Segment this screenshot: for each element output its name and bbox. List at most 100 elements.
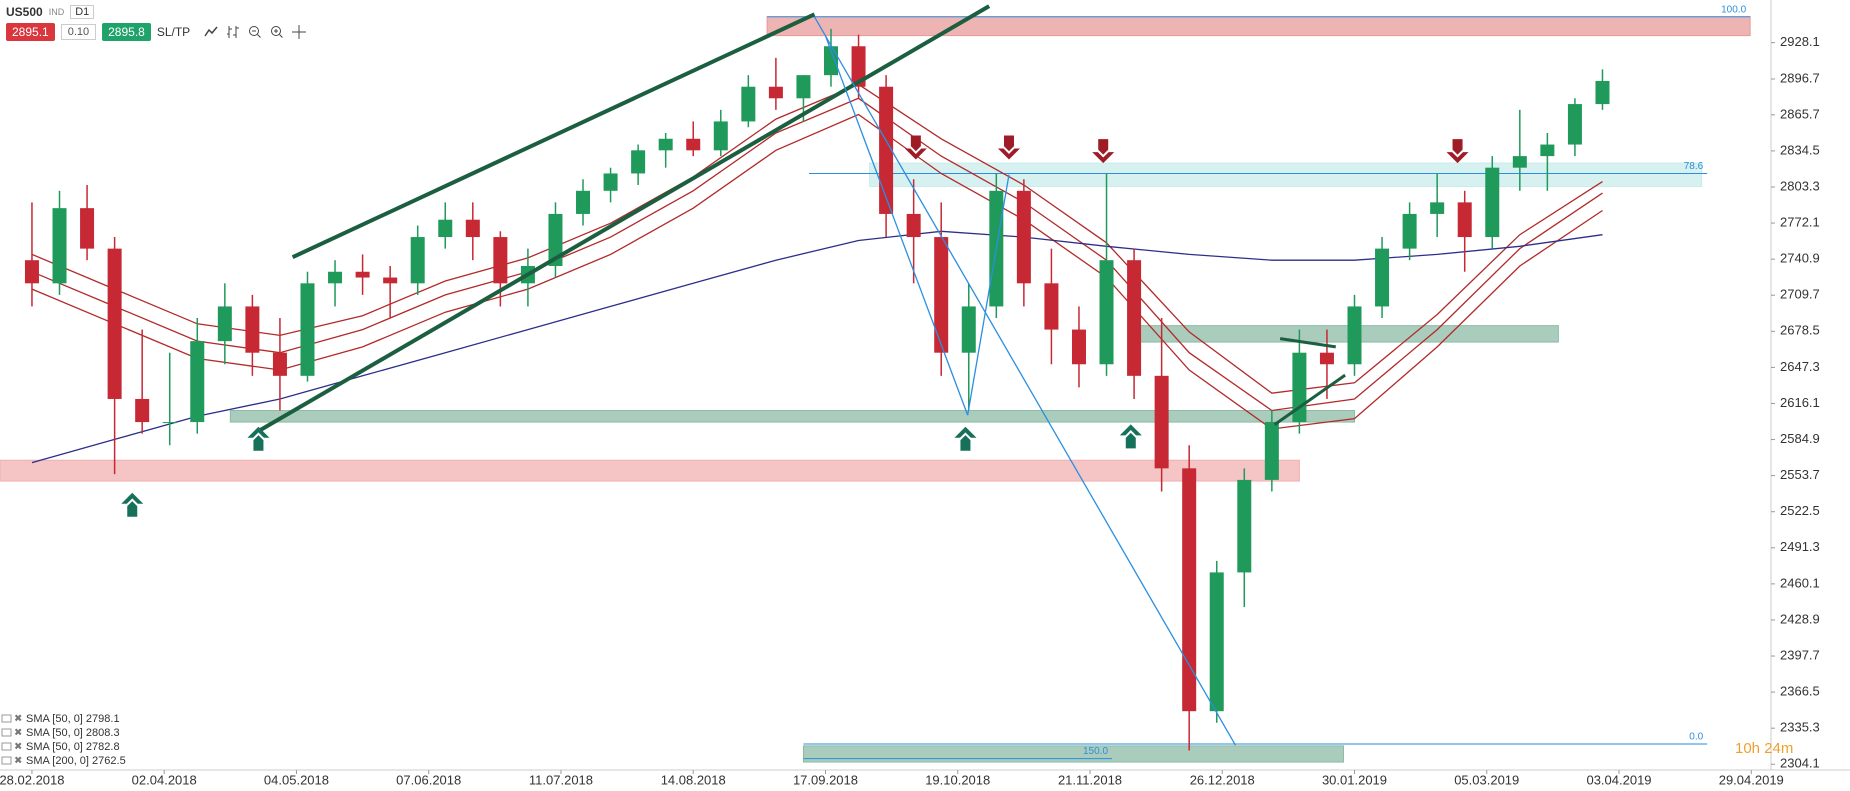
candle-body bbox=[961, 306, 976, 353]
candle-body bbox=[465, 219, 480, 238]
candle-body bbox=[934, 237, 949, 353]
ma-line bbox=[31, 230, 1603, 464]
x-tick-label: 02.04.2018 bbox=[132, 772, 197, 787]
candle-body bbox=[190, 341, 205, 423]
interval[interactable]: D1 bbox=[70, 5, 95, 19]
legend-icon bbox=[1, 714, 12, 723]
signal-up bbox=[1119, 424, 1142, 449]
fib-label: 100.0 bbox=[1721, 4, 1746, 15]
market: IND bbox=[48, 7, 65, 17]
trendline bbox=[1279, 337, 1336, 349]
candle-body bbox=[576, 190, 591, 214]
y-tick-label: 2834.5 bbox=[1780, 142, 1820, 157]
x-tick-label: 05.03.2019 bbox=[1454, 772, 1519, 787]
candle-body bbox=[355, 271, 370, 278]
candle-body bbox=[1567, 104, 1582, 145]
zone bbox=[802, 745, 1344, 763]
candle-body bbox=[1319, 352, 1334, 365]
candle-body bbox=[1044, 283, 1059, 330]
x-tick-label: 30.01.2019 bbox=[1322, 772, 1387, 787]
x-tick-label: 29.04.2019 bbox=[1719, 772, 1784, 787]
signal-down bbox=[1092, 139, 1115, 164]
y-tick-label: 2928.1 bbox=[1780, 34, 1820, 49]
line-tool[interactable] bbox=[204, 25, 218, 39]
candle-body bbox=[1071, 329, 1086, 365]
sell-button[interactable]: 2895.1 bbox=[6, 23, 55, 41]
x-tick-label: 28.02.2018 bbox=[0, 772, 65, 787]
candle-body bbox=[1375, 248, 1390, 307]
sltp-button[interactable]: SL/TP bbox=[156, 25, 191, 39]
buy-button[interactable]: 2895.8 bbox=[102, 23, 151, 41]
candle-body bbox=[328, 271, 343, 284]
symbol[interactable]: US500 bbox=[6, 5, 43, 19]
candle-body bbox=[823, 46, 838, 76]
y-tick-label: 2803.3 bbox=[1780, 178, 1820, 193]
trendline bbox=[1273, 373, 1346, 426]
fib-label: 78.6 bbox=[1684, 161, 1704, 172]
y-tick-label: 2491.3 bbox=[1780, 539, 1820, 554]
y-tick-label: 2740.9 bbox=[1780, 251, 1820, 266]
signal-down bbox=[1446, 139, 1469, 164]
x-tick-label: 17.09.2018 bbox=[793, 772, 858, 787]
tools bbox=[204, 25, 307, 39]
signal-chevron bbox=[957, 432, 974, 442]
x-tick-label: 04.05.2018 bbox=[264, 772, 329, 787]
trendline bbox=[967, 174, 1010, 416]
zoom-in[interactable] bbox=[270, 25, 284, 39]
x-tick-label: 26.12.2018 bbox=[1190, 772, 1255, 787]
signal-chevron bbox=[250, 432, 267, 442]
y-tick-label: 2616.1 bbox=[1780, 395, 1820, 410]
candle-body bbox=[1182, 468, 1197, 712]
y-tick-label: 2460.1 bbox=[1780, 575, 1820, 590]
signal-chevron bbox=[908, 144, 924, 154]
legend-entry: SMA [50, 0] 2798.1 bbox=[26, 713, 120, 725]
y-tick-label: 2553.7 bbox=[1780, 467, 1820, 482]
signal-chevron bbox=[1449, 148, 1466, 158]
legend-entry: SMA [50, 0] 2782.8 bbox=[26, 741, 120, 753]
zoom-out[interactable] bbox=[248, 25, 262, 39]
x-tick-label: 19.10.2018 bbox=[925, 772, 990, 787]
zone bbox=[0, 459, 1300, 482]
y-tick-label: 2865.7 bbox=[1780, 106, 1820, 121]
signal-chevron bbox=[1095, 148, 1111, 158]
candle-body bbox=[52, 208, 67, 284]
candle-body bbox=[686, 138, 701, 151]
ma-line bbox=[31, 97, 1603, 412]
zone bbox=[766, 16, 1751, 37]
candle-body bbox=[851, 46, 866, 87]
candle-body bbox=[1457, 202, 1472, 238]
signal-chevron bbox=[1001, 144, 1017, 154]
candle-body bbox=[548, 213, 563, 266]
volume[interactable]: 0.10 bbox=[60, 24, 97, 40]
legend-entry: SMA [50, 0] 2808.3 bbox=[26, 727, 120, 739]
candle-body bbox=[1237, 479, 1252, 573]
candle-body bbox=[1485, 167, 1500, 238]
candle-body bbox=[135, 398, 150, 423]
candle-body bbox=[1264, 422, 1279, 480]
drawings: 100.0 78.6 0.0 150.0 bbox=[0, 4, 1751, 763]
candle-body bbox=[383, 277, 398, 284]
y-tick-label: 2428.9 bbox=[1780, 611, 1820, 626]
candle-body bbox=[1099, 260, 1114, 365]
x-tick-label: 21.11.2018 bbox=[1058, 772, 1122, 787]
zone bbox=[229, 410, 1356, 423]
candle-body bbox=[631, 150, 646, 174]
crosshair[interactable] bbox=[292, 25, 307, 39]
candle-body bbox=[1209, 572, 1224, 712]
toolbar: US500 IND D1 2895.1 0.10 2895.8 SL/TP bbox=[6, 2, 307, 42]
fib-label: 0.0 bbox=[1689, 732, 1703, 743]
y-tick-label: 2772.1 bbox=[1780, 215, 1820, 230]
candle-body bbox=[80, 208, 95, 249]
candle-body bbox=[768, 86, 783, 99]
signal-up bbox=[247, 426, 270, 451]
trendline bbox=[258, 4, 991, 433]
y-tick-label: 2522.5 bbox=[1780, 503, 1820, 518]
candle-body bbox=[1430, 202, 1445, 214]
candle-body bbox=[1540, 144, 1555, 157]
candle-tool[interactable] bbox=[226, 25, 240, 39]
legend-icon bbox=[1, 728, 12, 737]
candle-body bbox=[879, 86, 894, 214]
candle-body bbox=[438, 219, 453, 238]
